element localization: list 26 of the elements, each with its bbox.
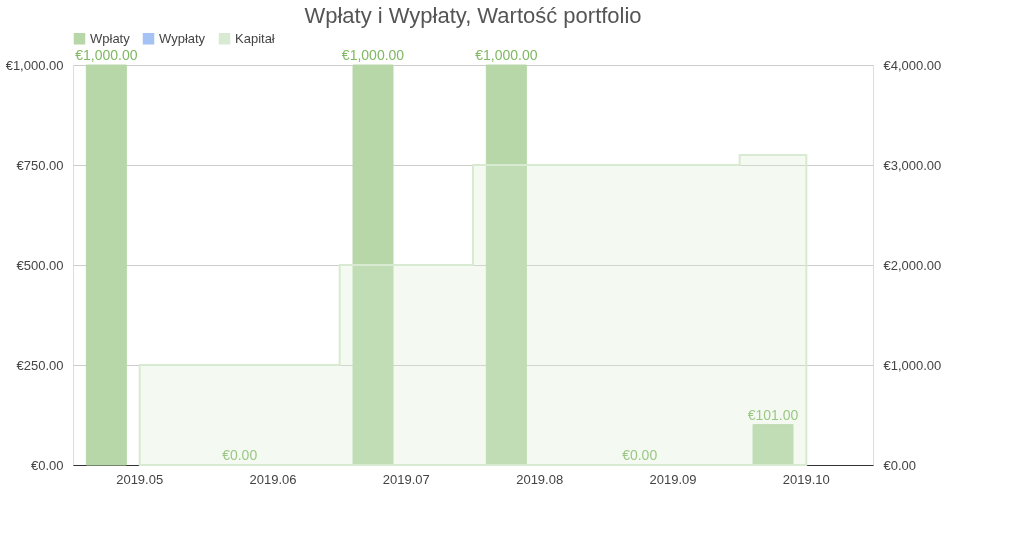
y-tick-label: €500.00 xyxy=(16,257,64,273)
y-tick-label: €1,000.00 xyxy=(5,57,64,73)
y2-tick-label: €2,000.00 xyxy=(883,257,942,273)
chart-title: Wpłaty i Wypłaty, Wartość portfolio xyxy=(304,3,642,28)
x-tick-label: 2019.10 xyxy=(782,471,830,487)
legend-label: Kapitał xyxy=(235,30,275,46)
x-tick-label: 2019.07 xyxy=(382,471,430,487)
data-label: €0.00 xyxy=(222,447,258,463)
data-label: €1,000.00 xyxy=(75,47,138,63)
data-label: €0.00 xyxy=(622,447,658,463)
y2-tick-label: €3,000.00 xyxy=(883,157,942,173)
x-tick-label: 2019.06 xyxy=(249,471,297,487)
data-label: €1,000.00 xyxy=(475,47,538,63)
y-tick-label: €0.00 xyxy=(30,457,64,473)
x-tick-label: 2019.08 xyxy=(516,471,564,487)
y-tick-label: €750.00 xyxy=(16,157,64,173)
legend-label: Wpłaty xyxy=(90,30,131,46)
y2-tick-label: €0.00 xyxy=(883,457,917,473)
data-label: €1,000.00 xyxy=(341,47,405,63)
x-tick-label: 2019.05 xyxy=(116,471,164,487)
y-tick-label: €250.00 xyxy=(16,357,64,373)
data-label: €101.00 xyxy=(747,406,799,423)
y2-tick-label: €4,000.00 xyxy=(883,57,942,73)
x-tick-label: 2019.09 xyxy=(649,471,697,487)
y2-tick-label: €1,000.00 xyxy=(883,357,942,373)
legend-label: Wypłaty xyxy=(159,30,206,46)
